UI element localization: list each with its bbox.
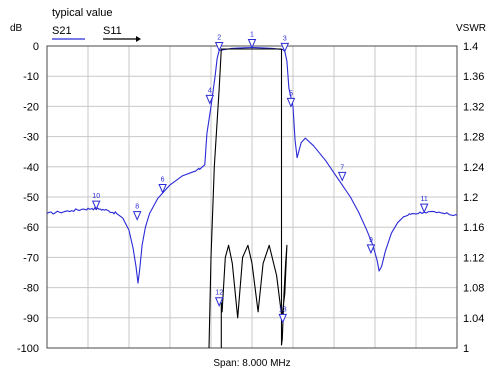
series-layer xyxy=(46,46,458,349)
marker-triangle xyxy=(337,171,347,182)
marker-label: 2 xyxy=(217,35,221,42)
marker-7: 7 xyxy=(337,164,347,182)
marker-triangle xyxy=(214,297,224,307)
legend-label-s21: S21 xyxy=(52,25,72,37)
y-tick-label-right: 1.04 xyxy=(463,313,484,325)
marker-triangle xyxy=(366,244,376,255)
marker-label: 12 xyxy=(215,290,223,297)
y-tick-label-right: 1.36 xyxy=(463,71,484,83)
marker-10: 10 xyxy=(91,193,101,211)
y-tick-label-left: -40 xyxy=(23,162,39,174)
marker-label: 4 xyxy=(208,87,212,94)
marker-label: 3 xyxy=(283,35,287,42)
marker-triangle xyxy=(286,97,296,108)
marker-6: 6 xyxy=(158,176,167,194)
y-tick-label-right: 1.32 xyxy=(463,101,484,113)
marker-4: 4 xyxy=(205,87,215,105)
marker-label: 13 xyxy=(279,306,287,313)
marker-5: 5 xyxy=(286,90,296,108)
marker-9: 9 xyxy=(366,237,376,255)
y-tick-label-left: -30 xyxy=(23,132,39,144)
marker-label: 1 xyxy=(250,32,254,39)
marker-triangle xyxy=(132,211,142,221)
y-tick-label-left: -80 xyxy=(23,283,39,295)
y-ticks-right: 1.4 1.36 1.32 1.28 1.24 1.2 1.16 1.12 1.08 1.04 1 xyxy=(463,41,484,355)
marker-1: 1 xyxy=(247,32,257,49)
marker-label: 11 xyxy=(421,196,428,203)
y-tick-label-right: 1.24 xyxy=(463,162,484,174)
y-axis-label-left: dB xyxy=(10,23,23,34)
series-line-s21 xyxy=(46,46,458,284)
marker-triangle xyxy=(280,42,290,53)
marker-triangle xyxy=(158,183,167,194)
y-tick-label-left: -90 xyxy=(23,313,39,325)
grid xyxy=(47,46,457,348)
y-tick-label-right: 1.4 xyxy=(463,41,478,53)
series-line-s11 xyxy=(208,48,288,349)
marker-3: 3 xyxy=(280,35,290,53)
y-tick-label-right: 1.2 xyxy=(463,192,478,204)
y-tick-label-left: -70 xyxy=(23,252,39,264)
legend: S21 S11 xyxy=(52,25,141,42)
marker-2: 2 xyxy=(214,35,224,52)
marker-label: 9 xyxy=(369,237,373,244)
marker-triangle xyxy=(278,313,288,324)
y-tick-label-right: 1.16 xyxy=(463,222,484,234)
y-tick-label-left: -60 xyxy=(23,222,39,234)
y-tick-label-right: 1.08 xyxy=(463,283,484,295)
y-tick-label-left: -50 xyxy=(23,192,39,204)
y-tick-label-left: -10 xyxy=(23,71,39,83)
marker-12: 12 xyxy=(214,290,224,307)
y-tick-label-right: 1.28 xyxy=(463,132,484,144)
marker-13: 13 xyxy=(278,306,288,324)
legend-label-s11: S11 xyxy=(103,25,122,37)
y-tick-label-left: -20 xyxy=(23,101,39,113)
marker-label: 6 xyxy=(161,176,165,183)
y-tick-label-left: 0 xyxy=(33,41,39,53)
marker-label: 5 xyxy=(289,90,293,97)
marker-11: 11 xyxy=(419,196,429,214)
marker-label: 10 xyxy=(92,193,100,200)
y-tick-label-left: -100 xyxy=(17,343,39,355)
marker-triangle xyxy=(91,200,101,211)
y-axis-label-right: VSWR xyxy=(456,23,486,34)
legend-arrow-icon xyxy=(136,36,141,42)
marker-8: 8 xyxy=(132,204,142,221)
y-tick-label-right: 1 xyxy=(463,343,469,355)
marker-triangle xyxy=(247,39,257,49)
marker-triangle xyxy=(214,42,224,52)
y-ticks-left: 0 -10 -20 -30 -40 -50 -60 -70 -80 -90 -100 xyxy=(17,41,39,355)
marker-triangle xyxy=(419,203,429,214)
marker-triangle xyxy=(205,94,215,105)
y-tick-label-right: 1.12 xyxy=(463,252,484,264)
marker-label: 7 xyxy=(340,164,344,171)
chart-title: typical value xyxy=(52,7,113,19)
marker-label: 8 xyxy=(135,204,139,211)
x-axis-label: Span: 8.000 MHz xyxy=(213,358,290,369)
